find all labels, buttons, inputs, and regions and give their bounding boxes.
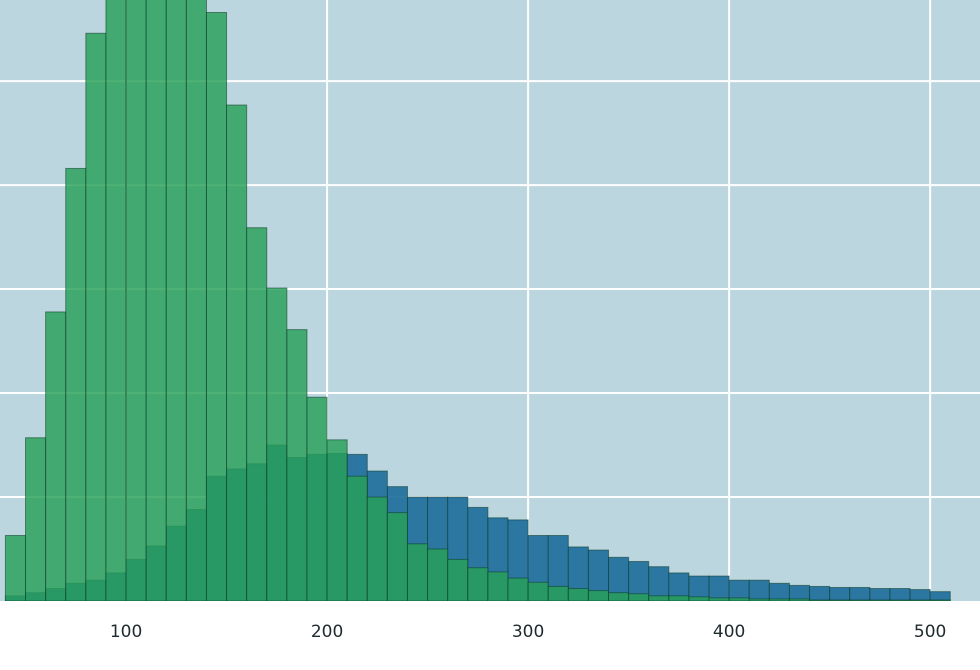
bar bbox=[829, 599, 851, 601]
x-tick-label: 400 bbox=[713, 622, 745, 642]
axis-labels: 100 200 300 400 500 bbox=[110, 622, 947, 642]
bar bbox=[708, 597, 730, 601]
x-tick-label: 200 bbox=[311, 622, 343, 642]
bar bbox=[306, 396, 328, 601]
bar bbox=[226, 104, 248, 601]
bar bbox=[266, 287, 288, 601]
x-tick-label: 500 bbox=[914, 622, 946, 642]
bar bbox=[748, 598, 770, 601]
x-tick-label: 300 bbox=[512, 622, 544, 642]
bar bbox=[869, 599, 891, 601]
bar bbox=[909, 599, 931, 601]
bar bbox=[587, 590, 610, 601]
bar bbox=[246, 227, 268, 601]
bar bbox=[889, 588, 911, 601]
bar bbox=[467, 567, 489, 601]
bar bbox=[125, 0, 147, 601]
bar bbox=[4, 534, 27, 601]
bar bbox=[929, 599, 951, 601]
bar bbox=[809, 599, 831, 601]
bar bbox=[547, 585, 569, 601]
bar bbox=[145, 0, 167, 601]
bar bbox=[366, 496, 388, 601]
bar bbox=[447, 558, 469, 601]
bar bbox=[326, 439, 348, 601]
bar bbox=[788, 598, 811, 601]
bar bbox=[748, 579, 770, 601]
bar bbox=[286, 329, 308, 601]
bar bbox=[889, 599, 911, 601]
bar bbox=[25, 437, 47, 601]
bar bbox=[205, 11, 228, 601]
bar bbox=[849, 586, 871, 601]
bar bbox=[507, 577, 529, 601]
bar bbox=[768, 582, 790, 601]
bar bbox=[427, 548, 449, 601]
bar bbox=[527, 581, 549, 601]
bar bbox=[406, 543, 429, 601]
bar bbox=[165, 0, 187, 601]
bar bbox=[809, 585, 831, 601]
bar bbox=[668, 595, 690, 601]
bar bbox=[85, 32, 107, 601]
bar bbox=[708, 575, 730, 601]
bar bbox=[105, 0, 127, 601]
bar bbox=[487, 571, 509, 601]
bar bbox=[65, 167, 87, 601]
bar bbox=[688, 596, 710, 601]
bar bbox=[185, 0, 207, 601]
bar bbox=[728, 597, 750, 601]
bar bbox=[869, 588, 891, 601]
bar bbox=[608, 592, 630, 601]
series bbox=[4, 0, 951, 601]
bar bbox=[768, 598, 790, 601]
x-tick-label: 100 bbox=[110, 622, 142, 642]
bar bbox=[648, 595, 670, 601]
bar bbox=[909, 589, 931, 601]
bar bbox=[829, 586, 851, 601]
bar bbox=[849, 599, 871, 601]
bar bbox=[628, 593, 650, 601]
bar bbox=[386, 512, 408, 601]
bars bbox=[4, 0, 951, 601]
bar bbox=[45, 311, 67, 601]
bar bbox=[567, 588, 589, 601]
bar bbox=[346, 475, 368, 601]
